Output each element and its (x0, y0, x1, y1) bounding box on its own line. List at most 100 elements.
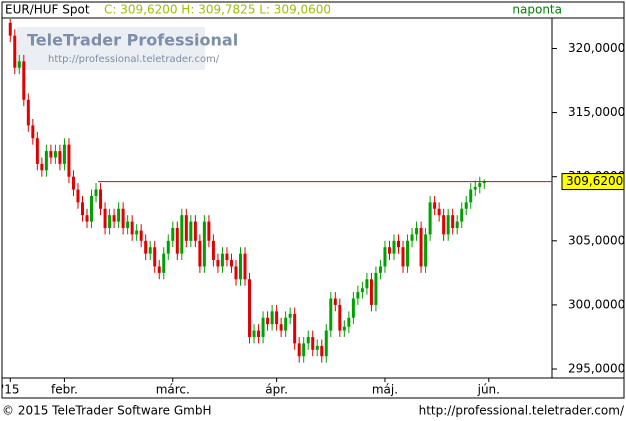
y-tick-label: 305,0000 (568, 233, 625, 247)
candle-body (130, 221, 134, 235)
candle-body (397, 240, 401, 248)
current-price-label: 309,6200 (566, 174, 623, 188)
candle-body (302, 343, 306, 357)
candle-body (347, 317, 351, 327)
candle-body (482, 181, 486, 184)
candle-body (275, 311, 279, 325)
candle-body (279, 324, 283, 331)
candle-body (419, 227, 423, 267)
candle-body (49, 151, 53, 158)
candle-body (207, 221, 211, 241)
symbol: EUR/HUF Spot (5, 3, 90, 17)
candle-body (225, 253, 229, 261)
candle-body (121, 208, 125, 228)
candle-body (22, 61, 26, 100)
footer-left: © 2015 TeleTrader Software GmbH (2, 404, 212, 418)
candle-body (473, 186, 477, 190)
candle-body (189, 221, 193, 241)
candle-body (13, 35, 17, 68)
candle-body (329, 298, 333, 331)
candle-body (415, 227, 419, 235)
candle-body (297, 343, 301, 357)
candle-body (135, 230, 139, 235)
candle-body (166, 240, 170, 254)
candle-body (35, 138, 39, 164)
x-tick-label: febr. (51, 383, 78, 397)
candle-body (8, 22, 12, 36)
candle-body (342, 326, 346, 331)
candle-body (284, 317, 288, 331)
candle-body (71, 176, 75, 190)
candle-body (144, 240, 148, 254)
candle-body (17, 61, 21, 68)
frame (1, 1, 625, 399)
candle-body (460, 208, 464, 222)
candle-body (117, 208, 121, 222)
candle-body (383, 247, 387, 267)
candle-body (175, 227, 179, 254)
candle-body (410, 234, 414, 241)
candle-body (26, 99, 30, 126)
candle-body (180, 215, 184, 254)
candle-body (108, 215, 112, 228)
candle-body (112, 215, 116, 222)
x-tick-label: jún. (477, 383, 500, 397)
candle-body (44, 151, 48, 171)
quote: C: 309,6200 H: 309,7825 L: 309,0600 (104, 3, 331, 17)
candle-body (67, 144, 71, 177)
candle-body (311, 336, 315, 350)
candle-body (293, 313, 297, 344)
candle-body (324, 330, 328, 357)
candle-body (374, 272, 378, 305)
candle-body (451, 215, 455, 228)
candle-body (148, 247, 152, 254)
candle-body (455, 221, 459, 228)
y-tick-label: 300,0000 (568, 297, 625, 311)
candle-body (53, 151, 57, 158)
candle-body (424, 234, 428, 267)
candle-body (31, 125, 35, 139)
candle-body (315, 345, 319, 350)
candle-body (126, 221, 130, 228)
candle-body (478, 183, 482, 187)
candle-body (387, 247, 391, 254)
candle-body (266, 317, 270, 325)
candle-body (333, 298, 337, 305)
candle-body (229, 260, 233, 267)
candle-body (202, 221, 206, 267)
candle-body (94, 189, 98, 196)
candle-body (40, 163, 44, 171)
candle-body (162, 253, 166, 273)
candle-body (85, 215, 89, 222)
candle-body (392, 240, 396, 254)
candle-body (80, 202, 84, 216)
candle-body (252, 330, 256, 337)
candle-body (153, 247, 157, 267)
footer-right: http://professional.teletrader.com/ (419, 404, 625, 418)
candle-body (401, 247, 405, 267)
candle-body (306, 336, 310, 344)
watermark-url: http://professional.teletrader.com/ (48, 54, 220, 65)
candle-body (103, 208, 107, 228)
candle-body (288, 313, 292, 318)
candle-body (234, 266, 238, 280)
candle-body (378, 266, 382, 273)
candle-body (238, 253, 242, 280)
candle-body (139, 230, 143, 241)
candle-body (90, 195, 94, 222)
candle-body (193, 221, 197, 241)
candle-body (220, 253, 224, 267)
candle-body (338, 304, 342, 331)
x-tick-label: máj. (372, 383, 398, 397)
x-tick-label: ápr. (265, 383, 288, 397)
candle-body (99, 189, 103, 209)
candle-body (369, 279, 373, 305)
candle-body (469, 189, 473, 203)
x-tick-label: márc. (156, 383, 190, 397)
y-tick-label: 315,0000 (568, 105, 625, 119)
y-tick-label: 295,0000 (568, 362, 625, 376)
candle-body (464, 202, 468, 209)
candle-body (257, 330, 261, 337)
candle-body (433, 202, 437, 209)
